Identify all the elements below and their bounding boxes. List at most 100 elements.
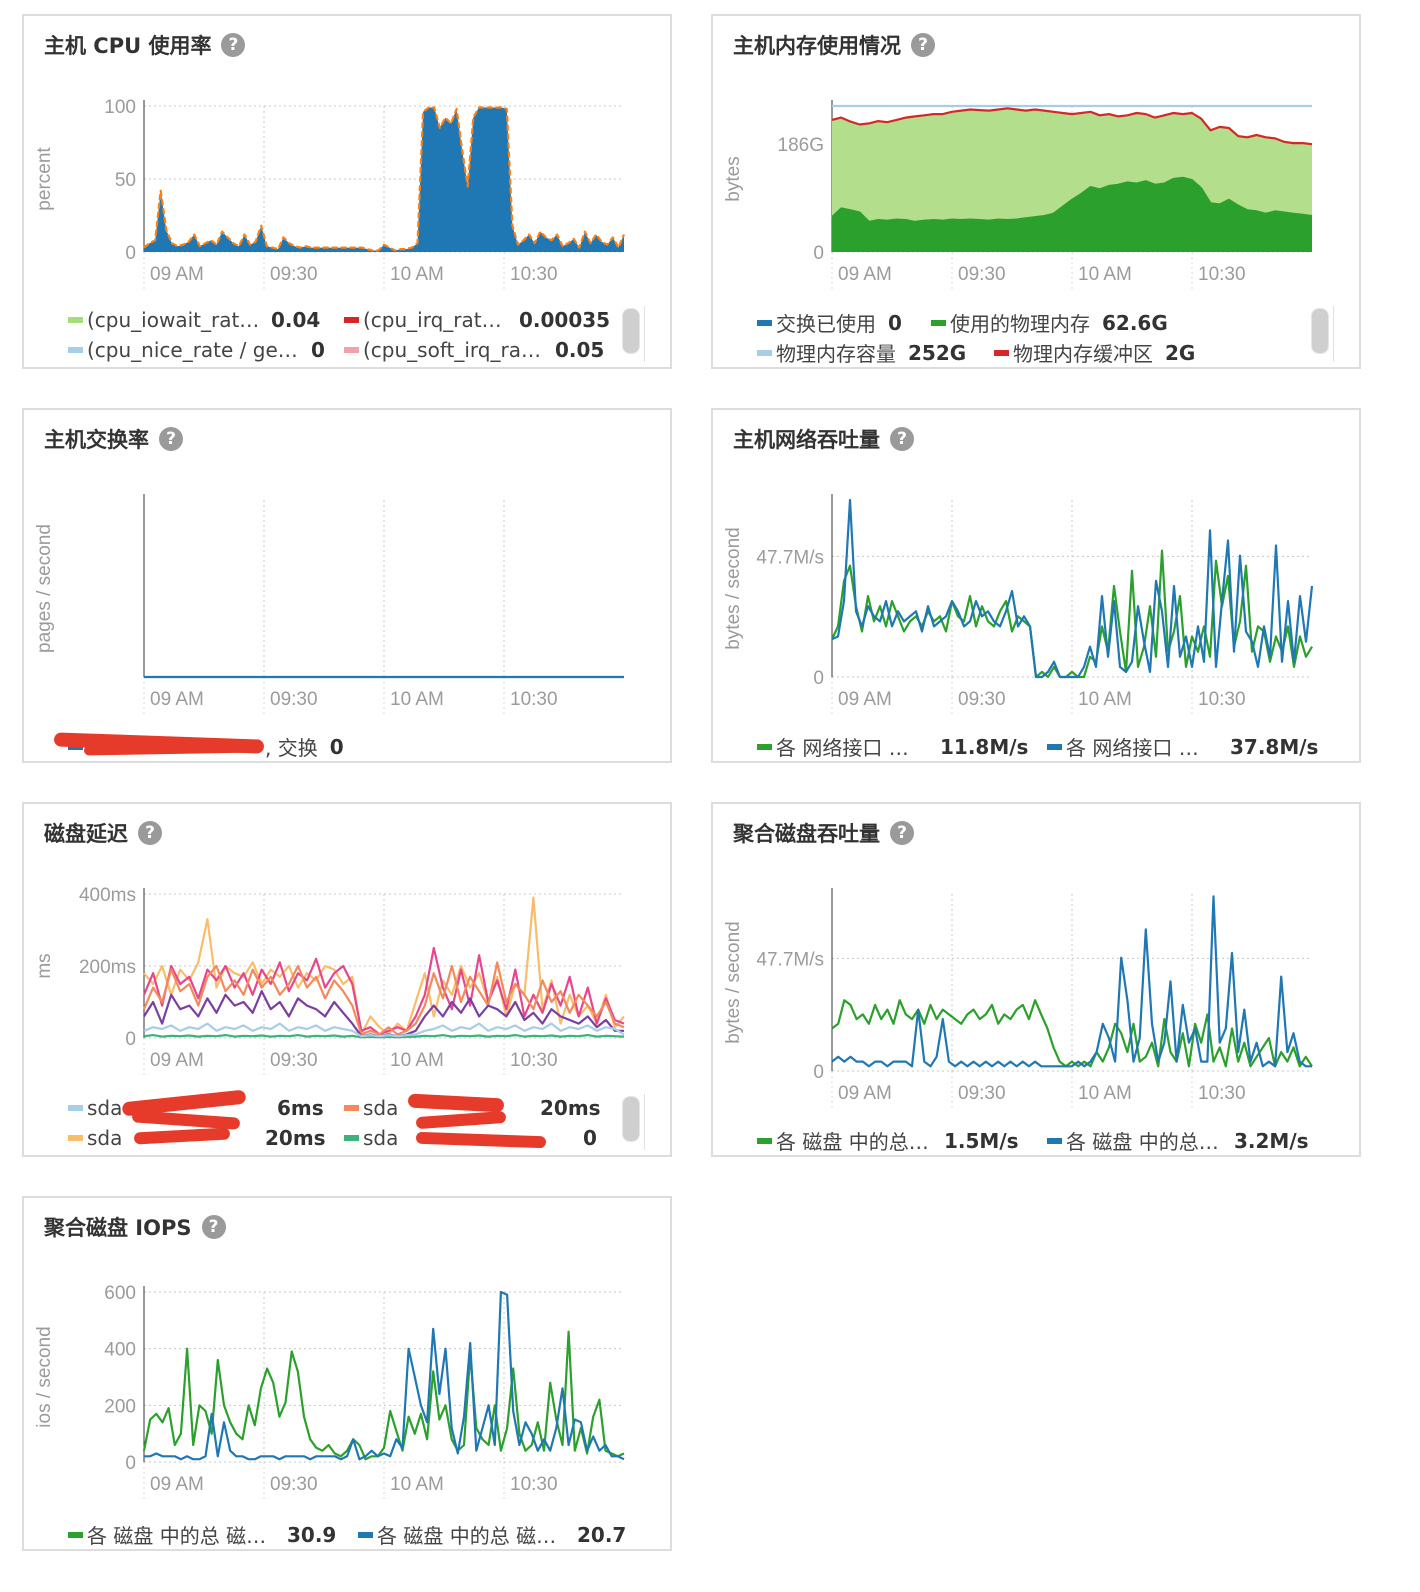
x-tick-label: 10 AM	[390, 689, 444, 710]
legend-label: 各 网络接口 …	[1066, 736, 1199, 760]
legend-swatch	[344, 317, 359, 323]
x-tick-label: 10 AM	[1078, 264, 1132, 285]
help-icon[interactable]: ?	[890, 427, 914, 451]
disk-throughput-chart: 09 AM 09:30 10 AM 10:30 0 47.7M/s bytes / seco…	[723, 888, 1313, 1111]
legend-item[interactable]: 各 磁盘 中的总… 1.5M/s	[757, 1126, 1019, 1155]
help-icon[interactable]: ?	[201, 1215, 226, 1239]
legend-swatch	[344, 1105, 359, 1111]
legend-item[interactable]: (cpu_nice_rate / ge… 0	[68, 338, 325, 362]
scroll-track	[644, 1094, 645, 1150]
y-tick-label: 0	[125, 243, 136, 264]
y-tick-label: 186G	[778, 135, 824, 156]
y-tick-label: 50	[115, 170, 136, 191]
legend-scrollbar[interactable]	[622, 1096, 640, 1142]
x-tick-label: 09:30	[270, 689, 318, 710]
legend-swatch	[68, 1531, 83, 1538]
x-tick-label: 10 AM	[390, 1474, 444, 1495]
y-axis-label: percent	[34, 147, 55, 211]
help-icon[interactable]: ?	[221, 33, 246, 57]
disk-throughput-panel: 聚合磁盘吞吐量? 09 AM 09:30 10 AM 10:30 0 47.7M/s byt…	[711, 802, 1361, 1157]
y-tick-label: 0	[813, 1062, 824, 1083]
legend-item[interactable]: 交换已使用 0	[757, 308, 902, 337]
y-tick-label: 0	[125, 1029, 136, 1050]
legend-value: 0	[329, 734, 344, 759]
series-line	[831, 176, 1313, 223]
legend-swatch	[931, 319, 946, 326]
legend-swatch	[757, 1137, 772, 1144]
legend-item[interactable]: 物理内存容量 252G	[757, 338, 966, 367]
legend-item[interactable]: 各 磁盘 中的总 磁… 30.9	[68, 1520, 336, 1549]
x-tick-label: 10:30	[510, 1050, 558, 1071]
panel-title: 磁盘延迟?	[44, 818, 162, 848]
y-tick-label: 600	[104, 1283, 136, 1304]
legend-swatch	[1047, 1137, 1062, 1144]
legend-item[interactable]: (cpu_soft_irq_ra… 0.05	[344, 338, 604, 362]
cpu-panel: 主机 CPU 使用率? 09 AM 09:30 10 AM 10:30 0 50 100 pe…	[22, 14, 672, 369]
legend-swatch	[994, 349, 1009, 356]
panel-title: 主机内存使用情况?	[733, 30, 935, 60]
x-tick-label: 09 AM	[150, 1474, 204, 1495]
legend-scrollbar[interactable]	[1311, 308, 1329, 354]
x-tick-label: 10:30	[1198, 689, 1246, 710]
x-tick-label: 09:30	[270, 1474, 318, 1495]
legend-item[interactable]: 各 网络接口 … 11.8M/s	[757, 732, 1028, 761]
y-axis-label: bytes / second	[723, 921, 744, 1044]
x-tick-label: 10 AM	[390, 1050, 444, 1071]
legend-value: 30.9	[287, 1522, 337, 1547]
legend-item[interactable]: 使用的物理内存 62.6G	[931, 308, 1168, 337]
legend-value: 20ms	[265, 1126, 326, 1150]
legend-label: 各 磁盘 中的总…	[776, 1130, 929, 1154]
cpu-chart: 09 AM 09:30 10 AM 10:30 0 50 100 percent	[34, 97, 626, 292]
help-icon[interactable]: ?	[911, 33, 935, 57]
disk-latency-panel: 磁盘延迟? 09 AM 09:30 10 AM 10:30 0 200ms 400ms ms …	[22, 802, 672, 1157]
legend-label: sda	[363, 1096, 399, 1120]
legend-value: 37.8M/s	[1230, 734, 1319, 759]
y-tick-label: 47.7M/s	[756, 949, 824, 970]
legend-value: 0	[583, 1126, 597, 1150]
x-tick-label: 09:30	[958, 264, 1006, 285]
legend-value: 20.7	[577, 1522, 627, 1547]
y-tick-label: 0	[813, 668, 824, 689]
x-tick-label: 09:30	[958, 1083, 1006, 1104]
y-tick-label: 200	[104, 1396, 136, 1417]
legend-item[interactable]: 物理内存缓冲区 2G	[994, 338, 1195, 367]
legend-label: sda	[87, 1126, 123, 1150]
legend-item[interactable]: (cpu_irq_rat… 0.00035	[344, 308, 610, 332]
legend-item[interactable]: 各 磁盘 中的总 磁… 20.7	[358, 1520, 626, 1549]
legend-value: 0.05	[555, 338, 605, 362]
legend-item[interactable]: sda 0	[344, 1126, 597, 1150]
x-tick-label: 09 AM	[838, 689, 892, 710]
legend-item[interactable]: sda 6ms	[68, 1096, 324, 1120]
y-axis-label: ios / second	[34, 1326, 55, 1427]
legend-label: , 交换	[265, 736, 318, 760]
network-chart: 09 AM 09:30 10 AM 10:30 0 47.7M/s bytes / seco…	[723, 494, 1314, 717]
legend-swatch	[757, 349, 772, 356]
legend-item[interactable]: 各 网络接口 … 37.8M/s	[1047, 732, 1318, 761]
scroll-track	[1333, 306, 1334, 362]
series-line	[831, 999, 1313, 1068]
y-tick-label: 0	[125, 1453, 136, 1474]
help-icon[interactable]: ?	[890, 821, 914, 845]
y-tick-label: 400	[104, 1340, 136, 1361]
iops-panel: 聚合磁盘 IOPS? 09 AM 09:30 10 AM 10:30 0 200 400 60…	[22, 1196, 672, 1551]
series-area	[144, 107, 624, 252]
legend-value: 62.6G	[1102, 310, 1168, 335]
series-line	[831, 107, 1313, 146]
legend-item[interactable]: sda 20ms	[344, 1096, 601, 1120]
legend-item[interactable]: sda 20ms	[68, 1126, 326, 1150]
legend-label: 各 磁盘 中的总…	[1066, 1130, 1219, 1154]
network-panel: 主机网络吞吐量? 09 AM 09:30 10 AM 10:30 0 47.7M/s byt…	[711, 408, 1361, 763]
x-tick-label: 09 AM	[838, 1083, 892, 1104]
legend-item[interactable]: 各 磁盘 中的总… 3.2M/s	[1047, 1126, 1309, 1155]
y-axis-label: pages / second	[34, 524, 55, 653]
legend-item[interactable]: (cpu_iowait_rat… 0.04	[68, 308, 320, 332]
help-icon[interactable]: ?	[138, 821, 162, 845]
x-tick-label: 09 AM	[150, 1050, 204, 1071]
legend-scrollbar[interactable]	[622, 308, 640, 354]
x-tick-label: 10:30	[510, 264, 558, 285]
legend-swatch	[344, 1135, 359, 1141]
legend-label: 各 网络接口 …	[776, 736, 909, 760]
help-icon[interactable]: ?	[159, 427, 183, 451]
panel-title: 聚合磁盘吞吐量?	[733, 818, 914, 848]
legend-label: 物理内存容量	[776, 342, 896, 366]
